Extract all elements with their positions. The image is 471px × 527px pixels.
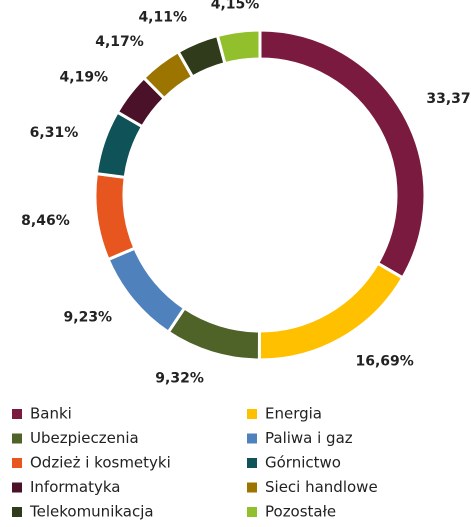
legend-swatch — [12, 409, 22, 419]
legend-label: Energia — [265, 405, 322, 423]
value-label: 8,46% — [21, 213, 70, 229]
legend-swatch — [12, 507, 22, 517]
legend-swatch — [12, 458, 22, 468]
value-label: 9,23% — [64, 309, 113, 325]
value-label: 16,69% — [355, 354, 413, 370]
value-label: 33,37% — [426, 91, 471, 107]
legend-label: Paliwa i gaz — [265, 429, 353, 447]
legend-label: Ubezpieczenia — [30, 429, 139, 447]
legend-label: Odzież i kosmetyki — [30, 454, 171, 472]
legend-label: Pozostałe — [265, 503, 336, 521]
legend-swatch — [247, 409, 257, 419]
legend-swatch — [12, 433, 22, 444]
value-label: 9,32% — [155, 371, 204, 387]
legend-swatch — [247, 458, 257, 468]
legend-label: Telekomunikacja — [29, 503, 154, 521]
value-label: 4,15% — [211, 0, 260, 13]
legend-label: Banki — [30, 405, 72, 423]
donut-slice — [166, 305, 261, 362]
donut-slice — [93, 171, 137, 262]
legend-swatch — [247, 507, 257, 517]
legend-label: Sieci handlowe — [265, 478, 378, 496]
legend-label: Górnictwo — [265, 454, 341, 472]
donut-slice — [106, 246, 187, 335]
donut-slice — [215, 28, 262, 66]
legend-swatch — [247, 482, 257, 493]
legend-swatch — [12, 482, 22, 493]
legend-label: Informatyka — [30, 478, 120, 496]
value-label: 6,31% — [30, 125, 79, 141]
value-label: 4,19% — [60, 70, 109, 86]
value-label: 4,17% — [95, 34, 144, 50]
donut-slice — [258, 28, 427, 280]
donut-slice — [257, 261, 405, 362]
legend-swatch — [247, 433, 257, 444]
value-label: 4,11% — [138, 9, 187, 25]
